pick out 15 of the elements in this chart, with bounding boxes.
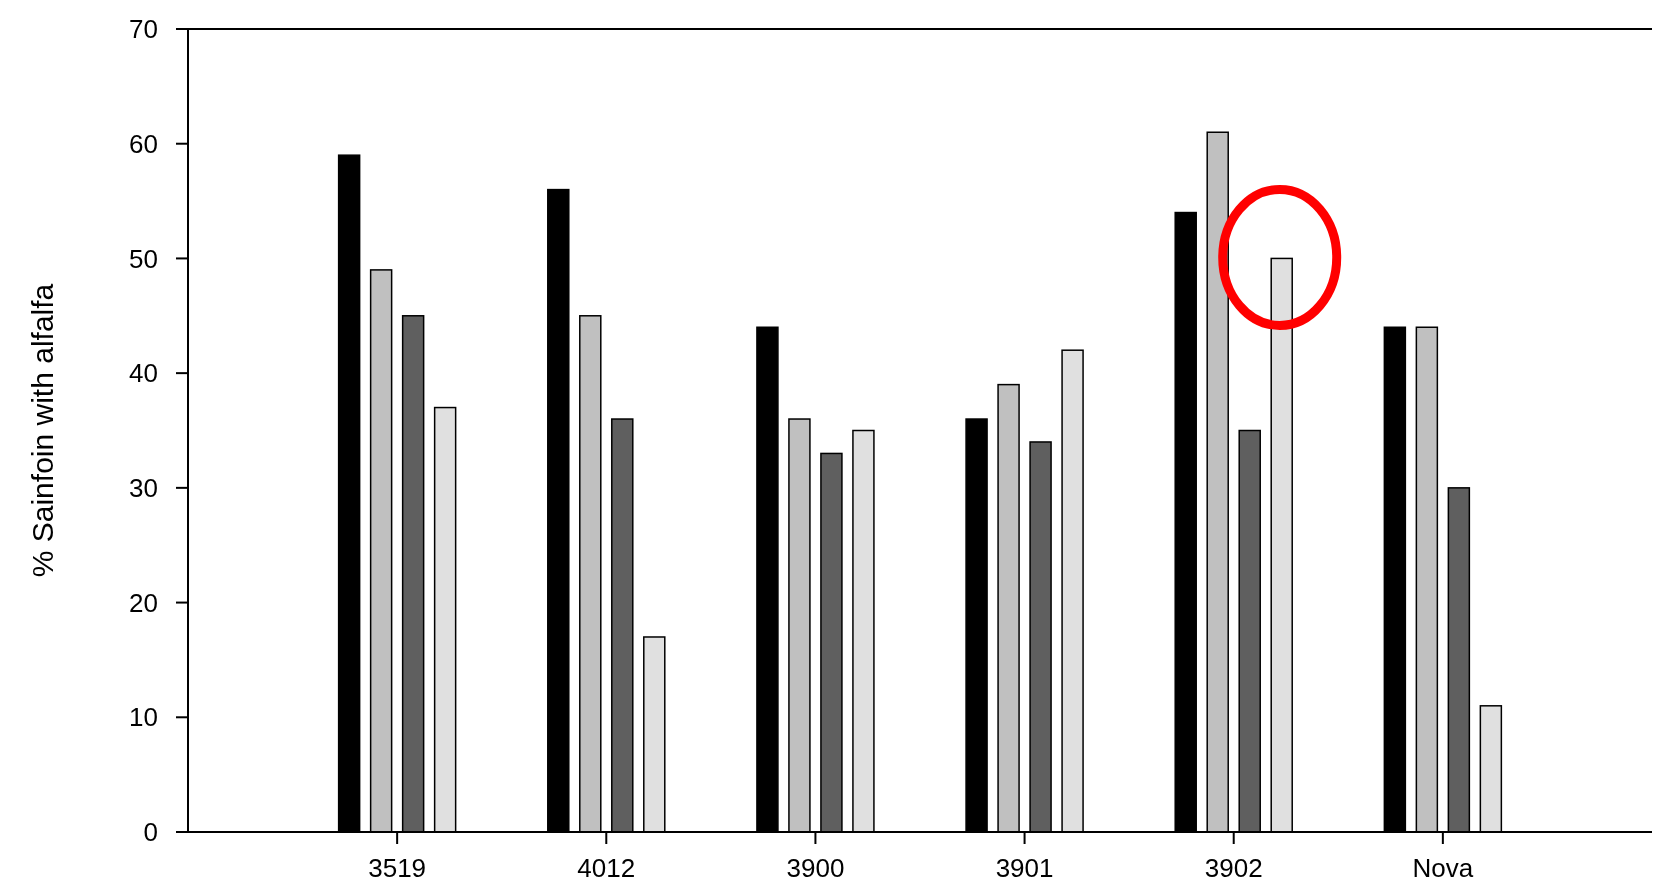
x-tick-label: 3519 — [368, 853, 427, 883]
x-tick-label: 3902 — [1204, 853, 1263, 883]
x-tick-label: 4012 — [577, 853, 636, 883]
y-tick-label: 30 — [129, 472, 158, 503]
x-tick-label: Nova — [1412, 853, 1474, 883]
y-tick-label: 0 — [143, 817, 158, 848]
x-tick-label: 3900 — [786, 853, 845, 883]
y-tick-label: 20 — [129, 587, 158, 618]
y-tick-label: 10 — [129, 702, 158, 733]
y-axis-title: % Sainfoin with alfalfa — [26, 283, 59, 578]
y-tick-label: 40 — [129, 358, 158, 389]
x-tick-label: 3901 — [995, 853, 1054, 883]
y-tick-label: 50 — [129, 243, 158, 274]
y-tick-label: 60 — [129, 128, 158, 159]
y-tick-label: 70 — [129, 14, 158, 45]
